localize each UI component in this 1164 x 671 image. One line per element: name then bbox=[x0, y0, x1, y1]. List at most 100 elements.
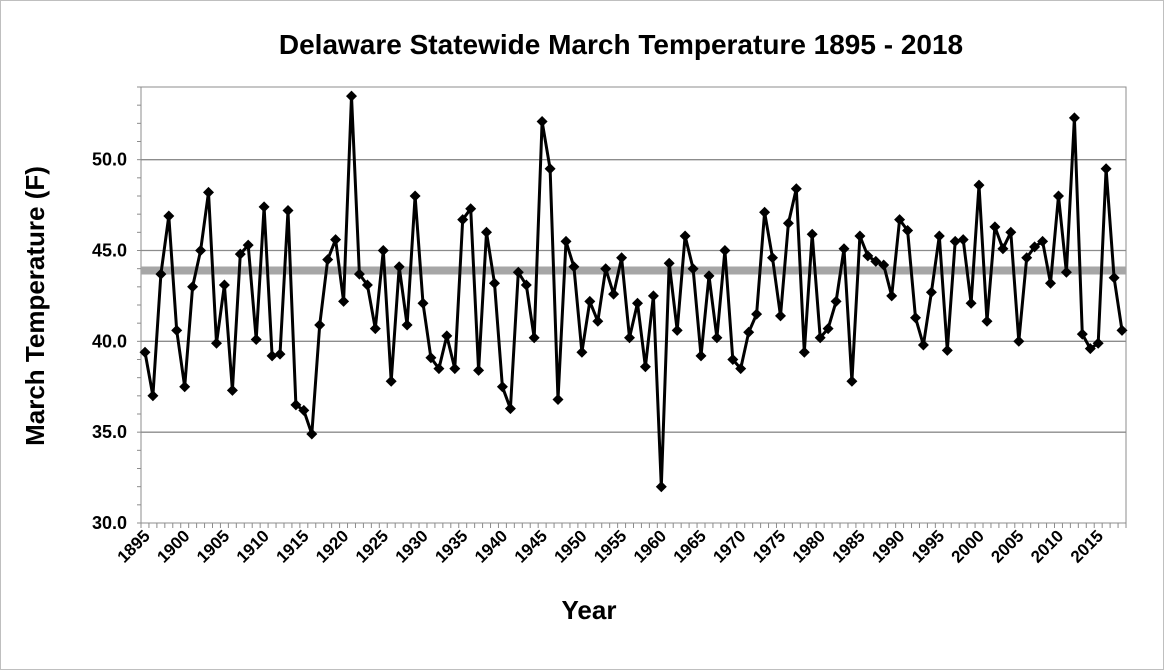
data-point-1947 bbox=[552, 394, 564, 405]
data-point-1972 bbox=[751, 308, 763, 320]
data-point-1952 bbox=[592, 315, 604, 327]
data-point-1965 bbox=[695, 350, 707, 362]
data-point-1957 bbox=[632, 297, 643, 309]
data-point-1968 bbox=[719, 245, 731, 256]
data-point-1950 bbox=[576, 346, 588, 358]
data-point-1949 bbox=[568, 261, 580, 273]
data-point-1917 bbox=[314, 319, 326, 331]
data-point-1966 bbox=[703, 270, 715, 282]
data-point-1983 bbox=[838, 243, 850, 255]
data-point-2002 bbox=[989, 221, 1001, 233]
data-point-1936 bbox=[465, 203, 477, 215]
data-point-1938 bbox=[481, 226, 492, 238]
data-point-2012 bbox=[1068, 112, 1080, 124]
data-point-1990 bbox=[894, 214, 906, 226]
x-tick-label: 1920 bbox=[312, 526, 352, 566]
data-point-1995 bbox=[933, 230, 945, 242]
data-point-1925 bbox=[377, 245, 389, 256]
y-tick-label: 50.0 bbox=[92, 150, 127, 170]
data-point-1898 bbox=[163, 210, 175, 222]
data-point-1994 bbox=[925, 286, 937, 298]
data-point-2018 bbox=[1116, 324, 1128, 336]
data-point-1981 bbox=[822, 323, 834, 335]
data-point-1945 bbox=[536, 116, 548, 127]
data-point-1897 bbox=[155, 268, 167, 280]
data-point-1955 bbox=[616, 252, 628, 264]
x-tick-label: 1915 bbox=[272, 526, 312, 566]
data-point-1963 bbox=[679, 230, 691, 242]
data-point-1931 bbox=[425, 352, 437, 364]
data-point-1935 bbox=[457, 214, 469, 226]
data-point-1943 bbox=[520, 279, 532, 291]
data-point-1982 bbox=[830, 295, 842, 307]
x-tick-label: 1990 bbox=[868, 526, 908, 566]
data-point-1996 bbox=[941, 344, 953, 356]
x-tick-label: 1955 bbox=[590, 526, 630, 566]
x-tick-label: 1910 bbox=[233, 526, 273, 566]
data-point-1927 bbox=[393, 261, 405, 273]
data-point-1907 bbox=[234, 248, 246, 260]
y-tick-label: 30.0 bbox=[92, 513, 127, 533]
data-point-2005 bbox=[1013, 335, 1025, 347]
data-point-2006 bbox=[1021, 252, 1033, 264]
x-tick-label: 1975 bbox=[749, 526, 789, 566]
data-point-1956 bbox=[624, 332, 635, 344]
x-tick-label: 1980 bbox=[789, 526, 829, 566]
data-point-1903 bbox=[203, 186, 214, 198]
data-point-1998 bbox=[957, 234, 969, 246]
data-point-1919 bbox=[330, 234, 342, 246]
data-point-1910 bbox=[258, 201, 270, 213]
temperature-series bbox=[139, 90, 1128, 493]
data-point-2015 bbox=[1092, 337, 1104, 349]
gridlines bbox=[141, 159, 1126, 433]
data-point-1993 bbox=[917, 339, 929, 351]
data-point-1906 bbox=[226, 384, 238, 396]
data-point-1974 bbox=[767, 252, 778, 264]
data-point-2016 bbox=[1100, 163, 1112, 175]
data-point-1980 bbox=[814, 332, 826, 344]
data-point-1920 bbox=[338, 295, 350, 307]
data-point-1900 bbox=[179, 381, 191, 393]
data-point-1973 bbox=[759, 206, 771, 218]
data-point-1984 bbox=[846, 375, 858, 387]
x-tick-label: 2015 bbox=[1067, 526, 1107, 566]
data-point-1895 bbox=[139, 346, 151, 358]
data-point-1941 bbox=[504, 403, 516, 415]
data-point-1960 bbox=[655, 481, 667, 493]
data-point-1923 bbox=[361, 279, 373, 291]
data-point-1959 bbox=[647, 290, 659, 302]
data-point-1988 bbox=[878, 259, 890, 271]
data-point-1911 bbox=[266, 350, 278, 362]
x-axis-label: Year bbox=[562, 595, 617, 625]
y-tick-label: 45.0 bbox=[92, 241, 127, 261]
x-tick-label: 2010 bbox=[1027, 526, 1067, 566]
y-axis-label: March Temperature (F) bbox=[20, 166, 50, 446]
x-tick-label: 1935 bbox=[431, 526, 471, 566]
data-point-1991 bbox=[902, 225, 914, 236]
data-point-1962 bbox=[671, 324, 683, 336]
data-point-1901 bbox=[187, 281, 199, 293]
data-point-1961 bbox=[663, 257, 675, 269]
data-point-1914 bbox=[290, 399, 302, 411]
y-tick-label: 35.0 bbox=[92, 422, 127, 442]
x-tick-label: 1900 bbox=[153, 526, 193, 566]
data-point-1930 bbox=[417, 297, 429, 309]
x-tick-label: 1985 bbox=[829, 526, 869, 566]
x-tick-label: 1950 bbox=[551, 526, 591, 566]
data-point-2008 bbox=[1037, 235, 1049, 247]
data-point-1916 bbox=[306, 428, 318, 440]
data-point-2014 bbox=[1084, 343, 1096, 355]
y-tick-label: 40.0 bbox=[92, 331, 127, 351]
data-point-1904 bbox=[211, 337, 222, 349]
chart-title: Delaware Statewide March Temperature 189… bbox=[279, 29, 963, 60]
data-point-1979 bbox=[806, 228, 818, 240]
x-tick-label: 1965 bbox=[670, 526, 710, 566]
data-point-1985 bbox=[854, 230, 866, 242]
data-point-1922 bbox=[353, 268, 365, 280]
x-axis: 1895 1900 1905 1910 1915 1920 1925 1930 1935 1940… bbox=[114, 523, 1127, 567]
data-point-1924 bbox=[369, 323, 381, 335]
x-tick-label: 1905 bbox=[193, 526, 233, 566]
plot-area bbox=[140, 86, 1127, 524]
data-point-2011 bbox=[1060, 266, 1072, 278]
